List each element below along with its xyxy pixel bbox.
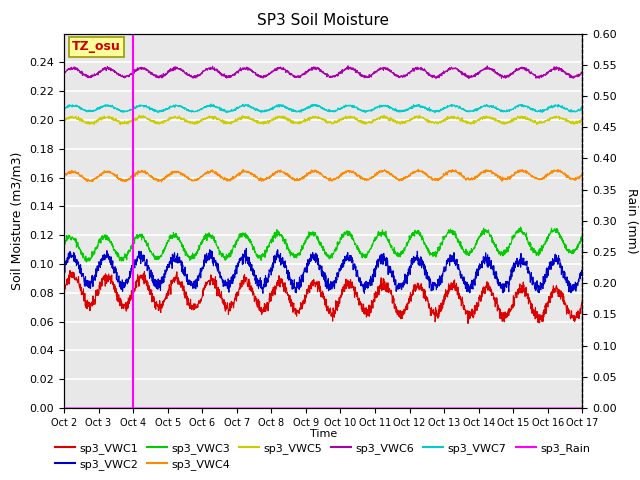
sp3_VWC7: [207, 101, 215, 107]
sp3_VWC6: [579, 69, 586, 74]
Y-axis label: Rain (mm): Rain (mm): [625, 188, 637, 253]
sp3_Rain: [468, 405, 476, 411]
sp3_VWC4: [469, 176, 477, 182]
sp3_VWC4: [60, 174, 68, 180]
sp3_VWC6: [465, 76, 473, 82]
sp3_VWC2: [86, 286, 94, 291]
Line: sp3_VWC1: sp3_VWC1: [64, 271, 582, 324]
sp3_VWC6: [564, 72, 572, 77]
sp3_Rain: [86, 405, 94, 411]
sp3_VWC4: [564, 174, 572, 180]
sp3_VWC5: [564, 118, 572, 124]
sp3_VWC3: [299, 244, 307, 250]
sp3_VWC1: [564, 306, 572, 312]
Line: sp3_VWC5: sp3_VWC5: [64, 115, 582, 125]
sp3_VWC5: [579, 116, 586, 122]
sp3_VWC3: [579, 235, 586, 240]
sp3_VWC4: [157, 179, 165, 185]
sp3_VWC5: [60, 116, 68, 122]
sp3_VWC3: [83, 259, 90, 265]
sp3_VWC7: [579, 106, 586, 112]
sp3_VWC6: [86, 74, 94, 80]
sp3_VWC2: [564, 277, 572, 283]
Line: sp3_VWC2: sp3_VWC2: [64, 248, 582, 293]
sp3_VWC7: [431, 109, 438, 115]
Legend: sp3_VWC1, sp3_VWC2, sp3_VWC3, sp3_VWC4, sp3_VWC5, sp3_VWC6, sp3_VWC7, sp3_Rain: sp3_VWC1, sp3_VWC2, sp3_VWC3, sp3_VWC4, …: [51, 438, 595, 474]
sp3_VWC7: [564, 107, 572, 112]
sp3_VWC6: [298, 71, 306, 77]
Line: sp3_VWC3: sp3_VWC3: [64, 227, 582, 262]
sp3_VWC7: [469, 108, 477, 114]
sp3_Rain: [563, 405, 571, 411]
sp3_VWC4: [312, 168, 320, 174]
sp3_Rain: [298, 405, 306, 411]
sp3_VWC3: [60, 240, 68, 246]
sp3_VWC4: [299, 176, 307, 181]
sp3_Rain: [312, 405, 320, 411]
sp3_VWC7: [60, 106, 68, 111]
sp3_Rain: [579, 405, 586, 411]
sp3_VWC6: [60, 70, 68, 75]
sp3_VWC1: [60, 283, 68, 289]
sp3_VWC5: [533, 122, 541, 128]
sp3_VWC3: [517, 224, 525, 230]
Line: sp3_VWC4: sp3_VWC4: [64, 169, 582, 182]
sp3_VWC2: [564, 283, 572, 288]
sp3_VWC3: [468, 248, 476, 253]
sp3_VWC7: [312, 103, 320, 109]
sp3_VWC2: [313, 258, 321, 264]
sp3_VWC1: [312, 279, 320, 285]
sp3_VWC2: [579, 269, 586, 275]
sp3_VWC5: [468, 120, 476, 126]
X-axis label: Time: Time: [310, 429, 337, 439]
sp3_VWC3: [564, 248, 572, 253]
sp3_VWC1: [66, 268, 74, 274]
sp3_VWC2: [469, 286, 477, 291]
Line: sp3_VWC6: sp3_VWC6: [64, 66, 582, 79]
sp3_VWC1: [464, 321, 472, 326]
sp3_VWC6: [564, 71, 572, 77]
sp3_VWC4: [564, 173, 572, 179]
sp3_VWC6: [344, 63, 352, 69]
sp3_VWC3: [564, 248, 572, 254]
sp3_VWC1: [579, 297, 586, 302]
sp3_VWC6: [312, 67, 320, 72]
Title: SP3 Soil Moisture: SP3 Soil Moisture: [257, 13, 389, 28]
sp3_VWC7: [564, 106, 572, 112]
sp3_VWC7: [86, 108, 94, 114]
sp3_VWC2: [259, 290, 267, 296]
sp3_VWC1: [469, 314, 477, 320]
sp3_VWC5: [415, 112, 423, 118]
sp3_VWC4: [579, 172, 586, 178]
Line: sp3_VWC7: sp3_VWC7: [64, 104, 582, 112]
sp3_VWC2: [243, 245, 250, 251]
sp3_VWC1: [87, 300, 95, 306]
sp3_VWC5: [298, 119, 306, 124]
sp3_VWC3: [87, 255, 95, 261]
sp3_VWC4: [415, 167, 422, 172]
sp3_VWC5: [312, 114, 320, 120]
sp3_Rain: [563, 405, 571, 411]
sp3_VWC4: [86, 178, 94, 184]
sp3_VWC5: [86, 120, 94, 126]
sp3_VWC6: [469, 74, 477, 80]
Text: TZ_osu: TZ_osu: [72, 40, 120, 53]
sp3_VWC3: [312, 234, 320, 240]
sp3_VWC1: [564, 305, 572, 311]
sp3_VWC2: [60, 259, 68, 265]
sp3_VWC1: [299, 303, 307, 309]
sp3_VWC7: [299, 107, 307, 112]
sp3_VWC2: [299, 271, 307, 277]
Y-axis label: Soil Moisture (m3/m3): Soil Moisture (m3/m3): [11, 152, 24, 290]
sp3_VWC5: [564, 119, 572, 124]
sp3_Rain: [60, 405, 68, 411]
